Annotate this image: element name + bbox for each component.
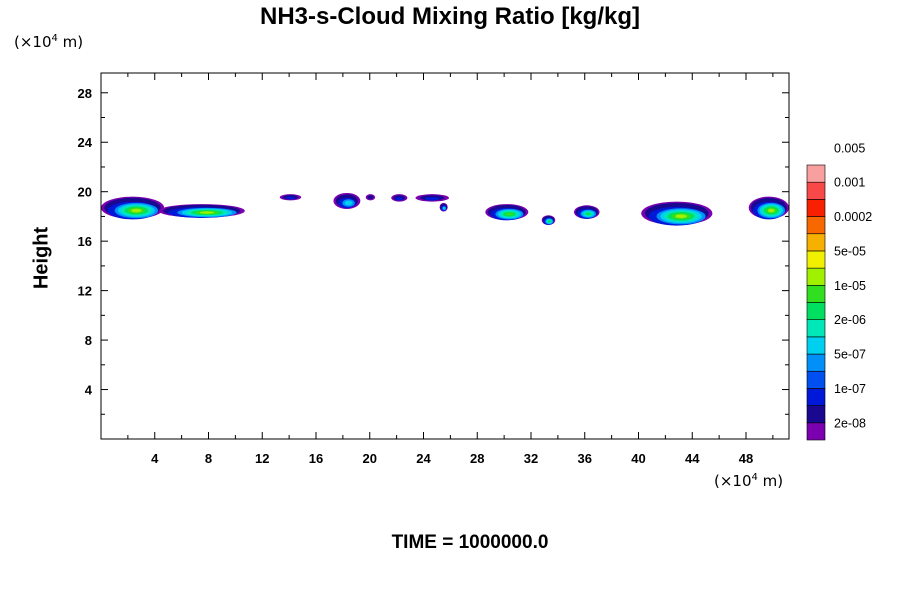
- plot-frame: [100, 72, 790, 440]
- y-axis-unit: (×104 m): [14, 33, 84, 51]
- x-tick-label: 12: [255, 451, 269, 466]
- x-tick-label: 16: [309, 451, 323, 466]
- cloud-level: [344, 200, 353, 206]
- x-tick-label: 36: [578, 451, 592, 466]
- y-tick-label: 20: [78, 185, 92, 200]
- x-tick-label: 40: [631, 451, 645, 466]
- x-tick-label: 4: [151, 451, 159, 466]
- x-tick-label: 48: [739, 451, 753, 466]
- y-tick-label: 28: [78, 86, 92, 101]
- y-tick-label: 16: [78, 234, 92, 249]
- colorbar-label: 0.005: [834, 141, 865, 155]
- cloud-4: [333, 192, 361, 210]
- x-tick-label: 44: [685, 451, 700, 466]
- colorbar-swatch: [806, 302, 826, 320]
- colorbar-swatch: [806, 319, 826, 338]
- cloud-11: [574, 205, 600, 219]
- cloud-level: [395, 197, 403, 201]
- y-axis: 4 8 12 16 20 24 28: [78, 86, 789, 415]
- colorbar-label: 1e-07: [834, 382, 866, 396]
- colorbar-swatch: [806, 422, 826, 441]
- colorbar-swatch: [806, 370, 826, 389]
- colorbar-swatch: [806, 267, 826, 286]
- cloud-3: [279, 194, 302, 201]
- cloud-level: [675, 214, 688, 219]
- cloud-level: [505, 212, 514, 216]
- colorbar-swatch: [806, 216, 826, 235]
- cloud-level: [585, 212, 591, 216]
- colorbar-swatch: [806, 164, 826, 183]
- chart-title: NH3-s-Cloud Mixing Ratio [kg/kg]: [260, 3, 640, 30]
- x-axis: 4 8 12 16 20 24 28 32 36 40 44 48: [127, 73, 774, 466]
- x-tick-label: 32: [524, 451, 538, 466]
- cloud-8: [439, 202, 448, 212]
- colorbar-label: 2e-08: [834, 416, 866, 430]
- cloud-2: [158, 204, 245, 218]
- colorbar-label: 5e-05: [834, 244, 866, 258]
- cloud-6: [391, 194, 408, 202]
- cloud-13: [748, 196, 789, 220]
- cloud-level: [547, 220, 551, 223]
- y-tick-label: 4: [85, 383, 93, 398]
- x-tick-label: 8: [205, 451, 212, 466]
- x-tick-label: 28: [470, 451, 484, 466]
- colorbar-swatch: [806, 336, 826, 355]
- colorbar-swatch: [806, 353, 826, 372]
- x-axis-unit: (×104 m): [714, 472, 784, 490]
- cloud-level: [424, 197, 440, 201]
- cloud-level: [767, 208, 775, 213]
- colorbar-swatch: [806, 199, 826, 217]
- colorbar-swatch: [806, 181, 826, 200]
- colorbar-swatch: [806, 388, 826, 406]
- y-tick-label: 8: [85, 333, 92, 348]
- colorbar: 2e-08 1e-07 5e-07 2e-06 1e-05 5e-05 0.0002 0.00…: [806, 141, 872, 441]
- colorbar-swatch: [806, 250, 826, 269]
- x-tick-label: 24: [416, 451, 431, 466]
- colorbar-swatch: [806, 405, 826, 424]
- colorbar-swatch: [806, 285, 826, 303]
- cloud-7: [415, 194, 450, 202]
- colorbar-label: 5e-07: [834, 348, 866, 362]
- y-tick-label: 12: [78, 284, 92, 299]
- cloud-10: [541, 215, 556, 226]
- x-tick-label: 20: [363, 451, 377, 466]
- colorbar-swatch: [806, 233, 826, 252]
- cloud-level: [199, 211, 215, 214]
- cloud-level: [367, 195, 374, 200]
- cloud-level: [131, 208, 142, 213]
- cloud-field: [101, 192, 789, 226]
- time-stamp: TIME = 1000000.0: [391, 532, 549, 553]
- y-tick-label: 24: [78, 135, 93, 150]
- cloud-1: [101, 196, 165, 220]
- colorbar-label: 0.0002: [834, 210, 872, 224]
- cloud-12: [641, 201, 713, 226]
- cloud-level: [442, 207, 446, 210]
- cloud-9: [485, 204, 529, 221]
- colorbar-label: 1e-05: [834, 279, 866, 293]
- cloud-level: [285, 196, 296, 200]
- colorbar-label: 0.001: [834, 176, 865, 190]
- cloud-5: [365, 194, 376, 201]
- colorbar-label: 2e-06: [834, 313, 866, 327]
